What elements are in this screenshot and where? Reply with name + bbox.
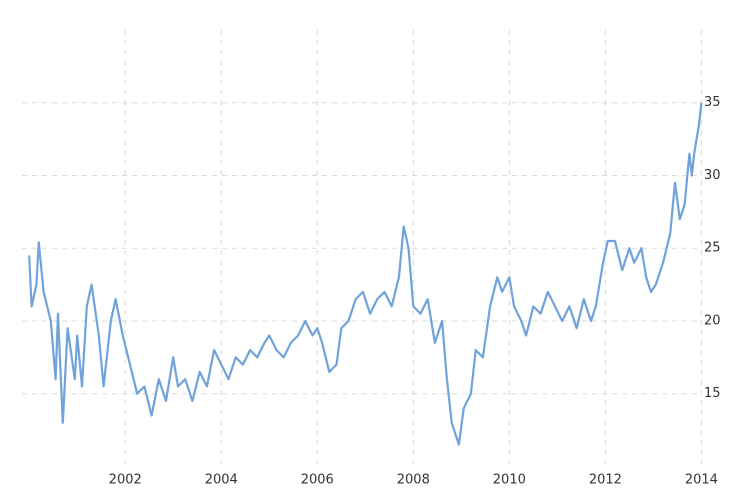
x-tick-label: 2004 xyxy=(205,473,238,488)
x-tick-label: 2002 xyxy=(109,473,142,488)
y-tick-label: 30 xyxy=(704,168,721,183)
x-tick-label: 2014 xyxy=(685,473,718,488)
x-tick-label: 2012 xyxy=(589,473,622,488)
x-tick-label: 2006 xyxy=(301,473,334,488)
y-tick-label: 15 xyxy=(704,386,721,401)
y-tick-label: 35 xyxy=(704,95,721,110)
y-tick-label: 25 xyxy=(704,241,721,256)
x-tick-label: 2010 xyxy=(493,473,526,488)
y-tick-label: 20 xyxy=(704,313,721,328)
x-tick-label: 2008 xyxy=(397,473,430,488)
line xyxy=(28,102,703,446)
